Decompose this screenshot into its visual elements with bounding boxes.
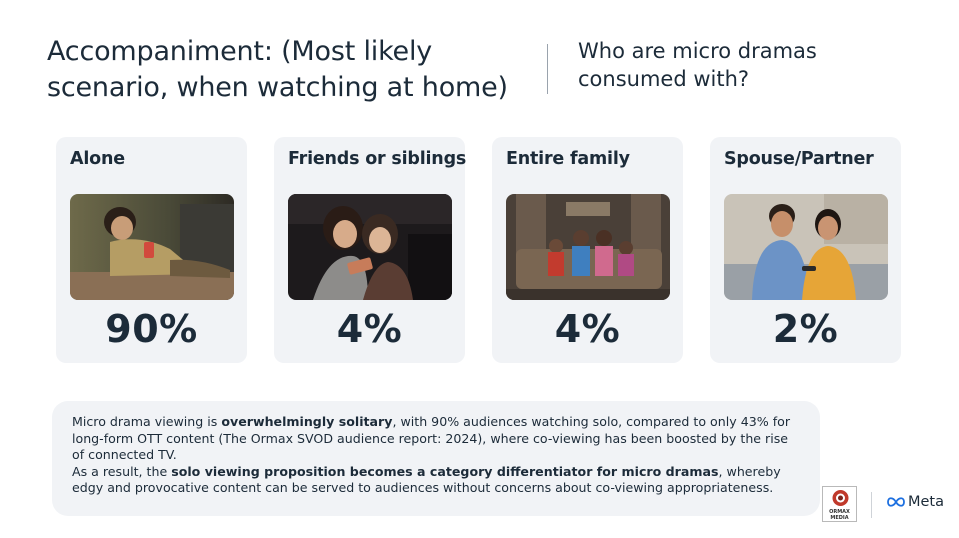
ormax-media-logo: ORMAX MEDIA — [822, 486, 857, 522]
card-label: Entire family — [506, 149, 630, 169]
card-value: 4% — [554, 307, 621, 351]
card-label: Spouse/Partner — [724, 149, 874, 169]
ormax-circle-icon — [832, 490, 849, 506]
title-divider — [547, 44, 548, 94]
logo-divider — [871, 492, 872, 518]
note-paragraph-1: Micro drama viewing is overwhelmingly so… — [72, 414, 791, 463]
meta-logo: Meta — [886, 494, 944, 510]
meta-infinity-icon — [887, 497, 905, 507]
card-friends-or-siblings: Friends or siblings 4% — [274, 137, 467, 363]
couple-watching-tv-photo — [724, 194, 888, 300]
card-label: Alone — [70, 149, 125, 169]
card-spouse-partner: Spouse/Partner 2% — [710, 137, 901, 363]
card-label: Friends or siblings — [288, 149, 467, 169]
person-alone-watching-phone-photo — [70, 194, 234, 300]
page-title: Accompaniment: (Most likely scenario, wh… — [47, 36, 508, 103]
page-question: Who are micro dramas consumed with? — [578, 39, 817, 91]
card-entire-family: Entire family 4% — [492, 137, 683, 363]
note-paragraph-2: As a result, the solo viewing propositio… — [72, 463, 781, 496]
card-value: 90% — [105, 307, 198, 351]
insight-note: Micro drama viewing is overwhelmingly so… — [52, 401, 820, 516]
family-watching-tv-photo — [506, 194, 670, 300]
card-value: 2% — [772, 307, 839, 351]
card-value: 4% — [336, 307, 403, 351]
card-alone: Alone 90% — [56, 137, 247, 363]
friends-watching-phone-photo — [288, 194, 452, 300]
